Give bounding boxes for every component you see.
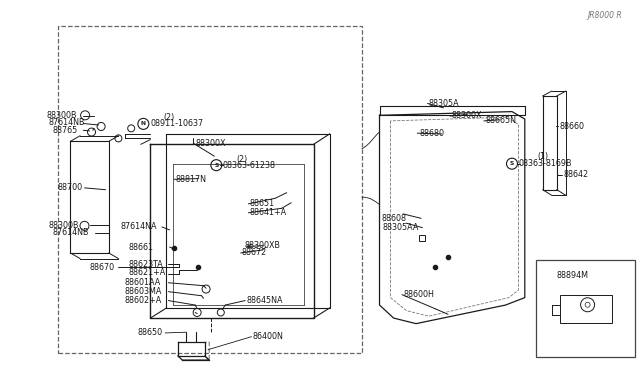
Text: 88670: 88670 [90,263,115,272]
Text: (2): (2) [237,155,248,164]
Text: 88623TA: 88623TA [128,260,163,269]
Text: 08911-10637: 08911-10637 [150,119,204,128]
Text: 88300X: 88300X [195,139,226,148]
Text: 88651: 88651 [250,199,275,208]
Text: 88645NA: 88645NA [246,296,283,305]
Text: 88660: 88660 [560,122,585,131]
Text: 87614NB: 87614NB [52,228,89,237]
Text: (1): (1) [538,153,548,161]
Text: 08363-8169B: 08363-8169B [518,159,572,168]
Text: 88621+A: 88621+A [128,268,165,277]
Text: 88817N: 88817N [176,175,207,184]
Text: 88300XB: 88300XB [244,241,280,250]
Text: 88894M: 88894M [557,271,589,280]
Bar [58,26,362,353]
Text: 88305AA: 88305AA [383,223,419,232]
Text: 88601AA: 88601AA [125,278,161,287]
Text: 86400N: 86400N [253,332,284,341]
Text: 88300X: 88300X [451,111,482,120]
Text: 88608: 88608 [381,214,406,223]
Text: 88641+A: 88641+A [250,208,287,217]
Text: 88680: 88680 [419,129,444,138]
Text: 88305A: 88305A [429,99,460,108]
Bar [536,260,635,357]
Text: 88300B: 88300B [48,221,79,230]
Text: 88650: 88650 [138,328,163,337]
Text: 87614NB: 87614NB [48,118,84,127]
Text: 08363-61238: 08363-61238 [223,161,276,170]
Text: 88672: 88672 [242,248,267,257]
Text: 87614NA: 87614NA [120,222,157,231]
Bar [559,295,612,323]
Text: 88765: 88765 [52,126,77,135]
Text: S: S [214,163,218,168]
Text: 88665N: 88665N [485,116,516,125]
Text: (2): (2) [163,113,175,122]
Text: 88661: 88661 [128,243,153,251]
Text: 88603MA: 88603MA [125,287,162,296]
Text: JR8000 R: JR8000 R [588,11,622,20]
Text: 88642: 88642 [563,170,588,179]
Text: 88300B: 88300B [47,111,77,120]
Text: 88700: 88700 [58,183,83,192]
Text: 88602+A: 88602+A [125,296,162,305]
Text: S: S [510,161,514,166]
Text: N: N [141,121,146,126]
Text: 88600H: 88600H [403,290,434,299]
Circle shape [81,111,90,120]
Circle shape [80,221,89,230]
